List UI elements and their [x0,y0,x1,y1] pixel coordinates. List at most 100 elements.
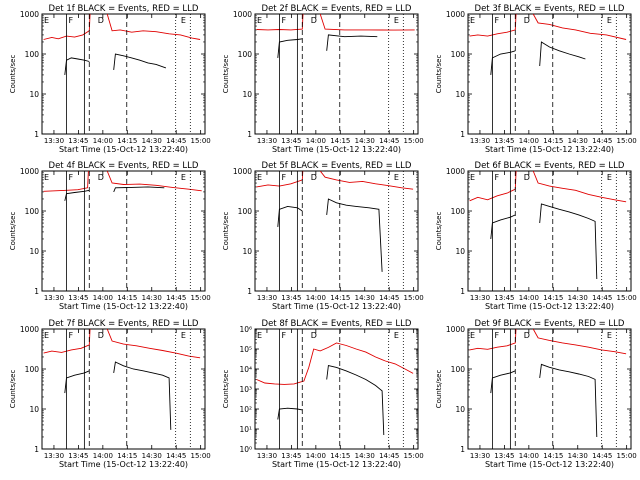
x-tick-label: 14:15 [330,137,350,145]
y-tick-label: 100 [238,207,253,216]
x-tick-label: 14:45 [379,452,399,460]
y-tick-label: 100 [25,365,40,374]
y-tick-label: 10 [455,247,465,256]
x-tick-label: 14:45 [592,452,612,460]
region-marker-label: E [607,331,612,340]
y-axis-label: Counts/sec [9,212,17,251]
region-marker-label: E [44,173,49,182]
events-series-line [64,57,90,75]
y-tick-label: 10¹ [239,425,252,434]
x-tick-label: 14:00 [93,137,113,145]
x-tick-label: 13:30 [470,452,490,460]
x-tick-label: 14:30 [142,137,162,145]
lld-series-line [469,171,519,202]
region-marker-label: D [524,331,530,340]
y-tick-label: 1000 [20,325,39,334]
y-tick-label: 1000 [446,325,465,334]
x-tick-label: 15:00 [404,452,424,460]
y-tick-label: 1000 [233,167,252,176]
region-marker-label: E [44,331,49,340]
x-tick-label: 14:15 [117,137,137,145]
y-tick-label: 1000 [233,10,252,19]
y-tick-label: 1 [247,130,252,139]
region-marker-label: F [68,173,73,182]
region-marker-label: F [281,331,286,340]
x-axis-label: Start Time (15-Oct-12 13:22:40) [485,145,614,154]
panel-det-9: Det 9f BLACK = Events, RED = LLD 1 10 100 10… [435,319,637,469]
panel-det-5: Det 5f BLACK = Events, RED = LLD 1 10 100 10… [222,161,424,311]
lld-series-line [256,342,414,385]
y-tick-label: 10 [455,405,465,414]
lld-series-line [43,329,93,354]
y-tick-label: 1 [34,130,39,139]
plot-frame [254,13,419,135]
y-tick-label: 1000 [20,10,39,19]
x-tick-label: 14:00 [93,452,113,460]
events-series-line-seg2 [326,34,378,51]
panel-title: Det 5f BLACK = Events, RED = LLD [262,161,412,171]
events-series-line-seg2 [326,198,383,272]
x-tick-label: 14:15 [543,137,563,145]
region-marker-label: E [257,16,262,25]
x-tick-label: 14:45 [592,294,612,302]
x-tick-label: 14:45 [592,137,612,145]
x-tick-label: 14:30 [568,294,588,302]
lld-series-line [469,14,519,37]
x-tick-label: 14:30 [355,137,375,145]
x-tick-label: 15:00 [404,137,424,145]
x-tick-label: 13:45 [281,452,301,460]
x-tick-label: 15:00 [191,452,211,460]
x-tick-label: 15:00 [617,452,637,460]
region-marker-label: D [524,16,530,25]
panel-title: Det 1f BLACK = Events, RED = LLD [49,4,199,14]
panel-title: Det 8f BLACK = Events, RED = LLD [262,319,412,329]
y-tick-label: 10² [239,405,252,414]
y-tick-label: 10 [455,90,465,99]
y-tick-label: 10⁴ [239,365,252,374]
x-tick-label: 14:00 [519,294,539,302]
y-axis-label: Counts/sec [435,370,443,409]
events-series-line-seg2 [539,41,586,67]
region-marker-label: F [494,173,499,182]
region-marker-label: E [181,16,186,25]
series-group [469,171,627,280]
events-series-line [64,370,90,394]
x-tick-label: 13:30 [257,137,277,145]
x-tick-label: 14:30 [142,294,162,302]
lld-series-line-seg2 [532,329,627,355]
x-tick-label: 13:30 [470,137,490,145]
x-tick-label: 13:30 [470,294,490,302]
x-tick-label: 14:45 [379,137,399,145]
y-tick-label: 10 [29,90,39,99]
panel-det-2: Det 2f BLACK = Events, RED = LLD 1 10 100 10… [222,4,424,154]
y-tick-label: 1000 [446,167,465,176]
panel-det-7: Det 7f BLACK = Events, RED = LLD 1 10 100 10… [9,319,211,469]
series-group [43,171,202,201]
events-series-line-seg2 [113,361,172,430]
region-marker-label: E [394,173,399,182]
plot-frame [467,170,632,292]
y-tick-label: 1 [34,445,39,454]
x-tick-label: 13:30 [257,294,277,302]
lld-series-line-seg2 [106,171,202,192]
events-series-line-seg2 [113,186,165,193]
panel-det-6: Det 6f BLACK = Events, RED = LLD 1 10 100 10… [435,161,637,311]
y-tick-label: 100 [238,50,253,59]
region-marker-label: E [394,331,399,340]
series-group [469,14,627,75]
events-series-line-seg2 [113,53,167,70]
x-tick-label: 15:00 [617,294,637,302]
plot-frame [254,170,419,292]
region-marker-label: E [470,16,475,25]
y-tick-label: 1 [34,287,39,296]
y-tick-label: 10⁰ [239,445,252,454]
y-tick-label: 1000 [20,167,39,176]
region-marker-label: E [257,173,262,182]
plot-frame [41,170,206,292]
panel-title: Det 6f BLACK = Events, RED = LLD [475,161,625,171]
y-tick-label: 100 [451,207,466,216]
x-tick-label: 13:30 [44,294,64,302]
lld-series-line-seg2 [532,14,627,40]
x-tick-label: 13:45 [494,452,514,460]
y-axis-label: Counts/sec [435,55,443,94]
